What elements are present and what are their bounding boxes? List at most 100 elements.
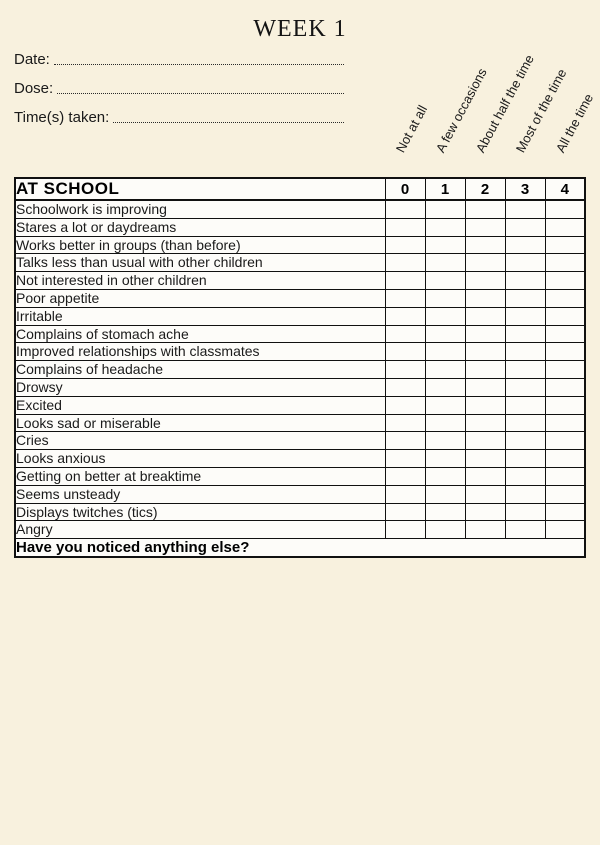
rating-cell[interactable] (385, 325, 425, 343)
rating-cell[interactable] (505, 503, 545, 521)
rating-cell[interactable] (465, 254, 505, 272)
footer-prompt[interactable]: Have you noticed anything else? (15, 539, 585, 558)
rating-cell[interactable] (385, 289, 425, 307)
rating-cell[interactable] (385, 450, 425, 468)
rating-cell[interactable] (425, 467, 465, 485)
rating-cell[interactable] (505, 307, 545, 325)
rating-cell[interactable] (545, 485, 585, 503)
rating-cell[interactable] (465, 414, 505, 432)
rating-cell[interactable] (385, 200, 425, 218)
rating-cell[interactable] (425, 343, 465, 361)
rating-cell[interactable] (505, 396, 545, 414)
rating-cell[interactable] (505, 218, 545, 236)
rating-cell[interactable] (425, 307, 465, 325)
rating-cell[interactable] (385, 485, 425, 503)
rating-cell[interactable] (385, 218, 425, 236)
rating-cell[interactable] (545, 254, 585, 272)
rating-cell[interactable] (465, 485, 505, 503)
rating-cell[interactable] (425, 450, 465, 468)
rating-cell[interactable] (465, 396, 505, 414)
rating-cell[interactable] (425, 503, 465, 521)
rating-cell[interactable] (465, 361, 505, 379)
rating-cell[interactable] (545, 467, 585, 485)
rating-cell[interactable] (465, 289, 505, 307)
rating-cell[interactable] (385, 467, 425, 485)
rating-cell[interactable] (545, 272, 585, 290)
rating-cell[interactable] (465, 521, 505, 539)
rating-cell[interactable] (545, 200, 585, 218)
rating-cell[interactable] (425, 289, 465, 307)
rating-cell[interactable] (425, 414, 465, 432)
date-field[interactable] (54, 50, 344, 65)
rating-cell[interactable] (465, 236, 505, 254)
rating-cell[interactable] (425, 378, 465, 396)
rating-cell[interactable] (545, 432, 585, 450)
rating-cell[interactable] (545, 378, 585, 396)
rating-cell[interactable] (385, 414, 425, 432)
rating-cell[interactable] (545, 218, 585, 236)
rating-cell[interactable] (385, 254, 425, 272)
rating-cell[interactable] (505, 325, 545, 343)
dose-field[interactable] (57, 79, 344, 94)
rating-cell[interactable] (465, 325, 505, 343)
rating-cell[interactable] (465, 503, 505, 521)
rating-cell[interactable] (425, 325, 465, 343)
rating-cell[interactable] (465, 307, 505, 325)
rating-cell[interactable] (545, 236, 585, 254)
rating-cell[interactable] (465, 343, 505, 361)
rating-cell[interactable] (385, 378, 425, 396)
rating-cell[interactable] (505, 343, 545, 361)
rating-cell[interactable] (465, 432, 505, 450)
rating-cell[interactable] (505, 289, 545, 307)
rating-cell[interactable] (505, 200, 545, 218)
rating-cell[interactable] (465, 450, 505, 468)
rating-cell[interactable] (465, 218, 505, 236)
rating-cell[interactable] (545, 396, 585, 414)
rating-cell[interactable] (545, 521, 585, 539)
rating-cell[interactable] (425, 361, 465, 379)
rating-cell[interactable] (545, 450, 585, 468)
rating-cell[interactable] (465, 467, 505, 485)
rating-cell[interactable] (385, 307, 425, 325)
rating-cell[interactable] (425, 432, 465, 450)
rating-cell[interactable] (385, 343, 425, 361)
rating-cell[interactable] (425, 254, 465, 272)
rating-cell[interactable] (385, 432, 425, 450)
rating-cell[interactable] (425, 272, 465, 290)
rating-cell[interactable] (545, 289, 585, 307)
rating-cell[interactable] (385, 272, 425, 290)
rating-cell[interactable] (545, 343, 585, 361)
rating-cell[interactable] (385, 236, 425, 254)
rating-cell[interactable] (545, 503, 585, 521)
rating-cell[interactable] (465, 200, 505, 218)
rating-cell[interactable] (505, 272, 545, 290)
rating-cell[interactable] (425, 236, 465, 254)
rating-cell[interactable] (425, 396, 465, 414)
rating-cell[interactable] (425, 200, 465, 218)
rating-cell[interactable] (505, 361, 545, 379)
rating-cell[interactable] (505, 254, 545, 272)
rating-cell[interactable] (425, 521, 465, 539)
times-field[interactable] (113, 108, 344, 123)
rating-cell[interactable] (465, 378, 505, 396)
rating-cell[interactable] (545, 307, 585, 325)
rating-cell[interactable] (545, 361, 585, 379)
rating-cell[interactable] (385, 396, 425, 414)
rating-cell[interactable] (505, 432, 545, 450)
rating-cell[interactable] (425, 485, 465, 503)
rating-cell[interactable] (465, 272, 505, 290)
rating-cell[interactable] (385, 521, 425, 539)
rating-cell[interactable] (505, 485, 545, 503)
rating-cell[interactable] (545, 414, 585, 432)
rating-cell[interactable] (385, 361, 425, 379)
rating-cell[interactable] (505, 236, 545, 254)
rating-cell[interactable] (505, 414, 545, 432)
rating-cell[interactable] (425, 218, 465, 236)
rating-cell[interactable] (505, 467, 545, 485)
rating-cell[interactable] (505, 521, 545, 539)
rating-cell[interactable] (385, 503, 425, 521)
rating-cell[interactable] (505, 378, 545, 396)
table-row: Not interested in other children (15, 272, 585, 290)
rating-cell[interactable] (505, 450, 545, 468)
rating-cell[interactable] (545, 325, 585, 343)
